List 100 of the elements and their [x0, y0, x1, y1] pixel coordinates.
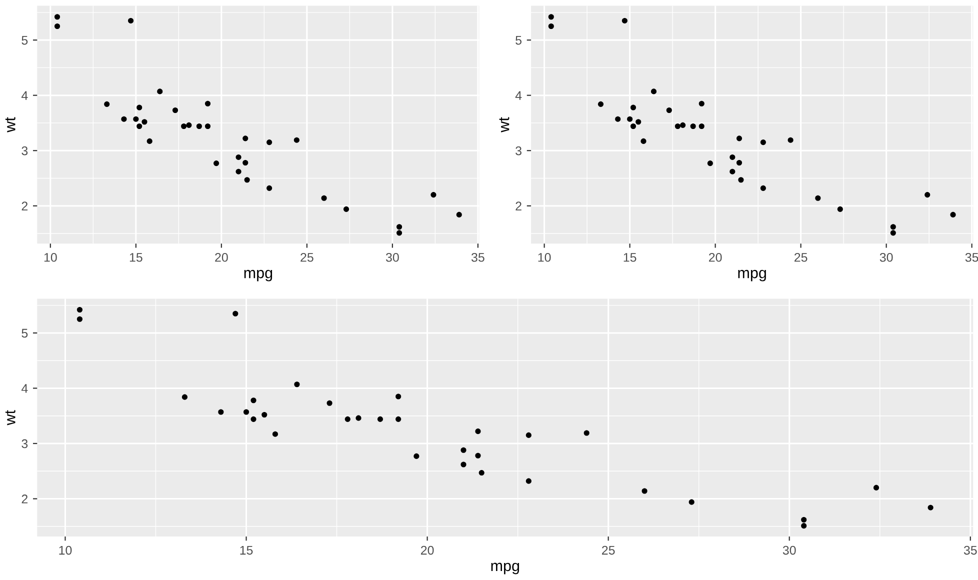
point — [730, 154, 736, 160]
point — [142, 119, 148, 125]
point — [242, 136, 248, 142]
point — [526, 478, 532, 484]
point — [698, 123, 704, 130]
point — [136, 123, 142, 130]
point — [698, 100, 704, 106]
x-tick-label: 35 — [964, 546, 977, 555]
point — [430, 192, 436, 198]
point — [272, 431, 278, 437]
point — [250, 416, 256, 422]
point — [136, 104, 142, 110]
point — [456, 212, 462, 218]
point — [642, 488, 648, 494]
point — [396, 224, 402, 230]
x-tick-label: 25 — [794, 252, 808, 262]
point — [396, 416, 402, 422]
point — [343, 206, 350, 212]
x-tick-label: 15 — [624, 253, 636, 262]
y-axis-title: wt — [5, 410, 16, 426]
point — [475, 428, 481, 434]
x-tick-label: 25 — [602, 546, 615, 555]
y-tick-label: 4 — [21, 91, 28, 100]
point — [615, 116, 621, 122]
y-tick-label: 4 — [21, 384, 28, 393]
x-tick-label: 20 — [215, 252, 228, 262]
point — [196, 123, 202, 130]
point — [760, 140, 766, 146]
y-tick-label: 5 — [22, 328, 28, 338]
point — [182, 394, 188, 400]
point — [478, 470, 484, 476]
point — [294, 382, 300, 388]
y-tick-label: 2 — [516, 202, 522, 210]
point — [157, 88, 163, 94]
y-tick-label: 4 — [515, 91, 522, 100]
y-tick-label: 5 — [22, 36, 28, 45]
point — [666, 107, 672, 114]
x-tick-label: 35 — [965, 252, 978, 262]
y-axis-title: wt — [499, 117, 510, 132]
point — [204, 123, 211, 130]
point — [460, 447, 466, 453]
x-axis-title: mpg — [738, 270, 766, 282]
point — [218, 409, 224, 415]
point — [186, 122, 192, 128]
x-tick-label: 25 — [300, 252, 314, 262]
x-axis-title: mpg — [491, 562, 520, 574]
point — [396, 394, 402, 400]
point — [598, 101, 604, 107]
y-tick-label: 3 — [516, 146, 522, 156]
point — [181, 123, 187, 130]
point — [204, 100, 211, 106]
point — [326, 400, 332, 406]
point — [76, 316, 82, 322]
point — [873, 484, 880, 490]
point — [414, 453, 420, 459]
point — [133, 116, 139, 122]
x-tick-label: 35 — [471, 252, 484, 262]
point — [262, 412, 268, 418]
y-tick-label: 3 — [22, 146, 28, 156]
x-tick-label: 30 — [782, 546, 796, 555]
point — [266, 140, 272, 146]
x-tick-label: 30 — [880, 252, 893, 262]
point — [344, 416, 350, 422]
point — [890, 230, 896, 236]
point — [636, 119, 642, 125]
point — [214, 160, 220, 166]
point — [736, 136, 742, 142]
point — [54, 14, 60, 20]
point — [236, 154, 242, 160]
x-tick-label: 10 — [44, 252, 57, 262]
y-tick-label: 5 — [516, 36, 522, 45]
point — [266, 185, 272, 191]
point — [630, 123, 636, 130]
point — [730, 168, 736, 174]
point — [630, 104, 636, 110]
point — [232, 310, 238, 316]
point — [622, 18, 628, 24]
x-tick-label: 20 — [708, 252, 722, 262]
x-axis-title: mpg — [244, 270, 272, 282]
point — [674, 123, 680, 130]
point — [243, 409, 250, 415]
point — [950, 212, 956, 218]
point — [738, 177, 744, 183]
point — [548, 23, 554, 30]
point — [760, 185, 766, 191]
x-tick-label: 20 — [420, 546, 434, 555]
x-tick-label: 15 — [240, 546, 253, 555]
y-tick-label: 2 — [22, 202, 28, 210]
point — [321, 195, 327, 201]
point — [650, 88, 657, 94]
point — [627, 116, 633, 122]
point — [801, 523, 807, 529]
point — [244, 177, 250, 183]
x-tick-label: 10 — [538, 252, 551, 262]
y-axis-title: wt — [5, 117, 16, 132]
point — [172, 107, 178, 114]
point — [294, 137, 300, 143]
point — [890, 224, 896, 230]
point — [707, 160, 713, 166]
point — [76, 306, 82, 313]
